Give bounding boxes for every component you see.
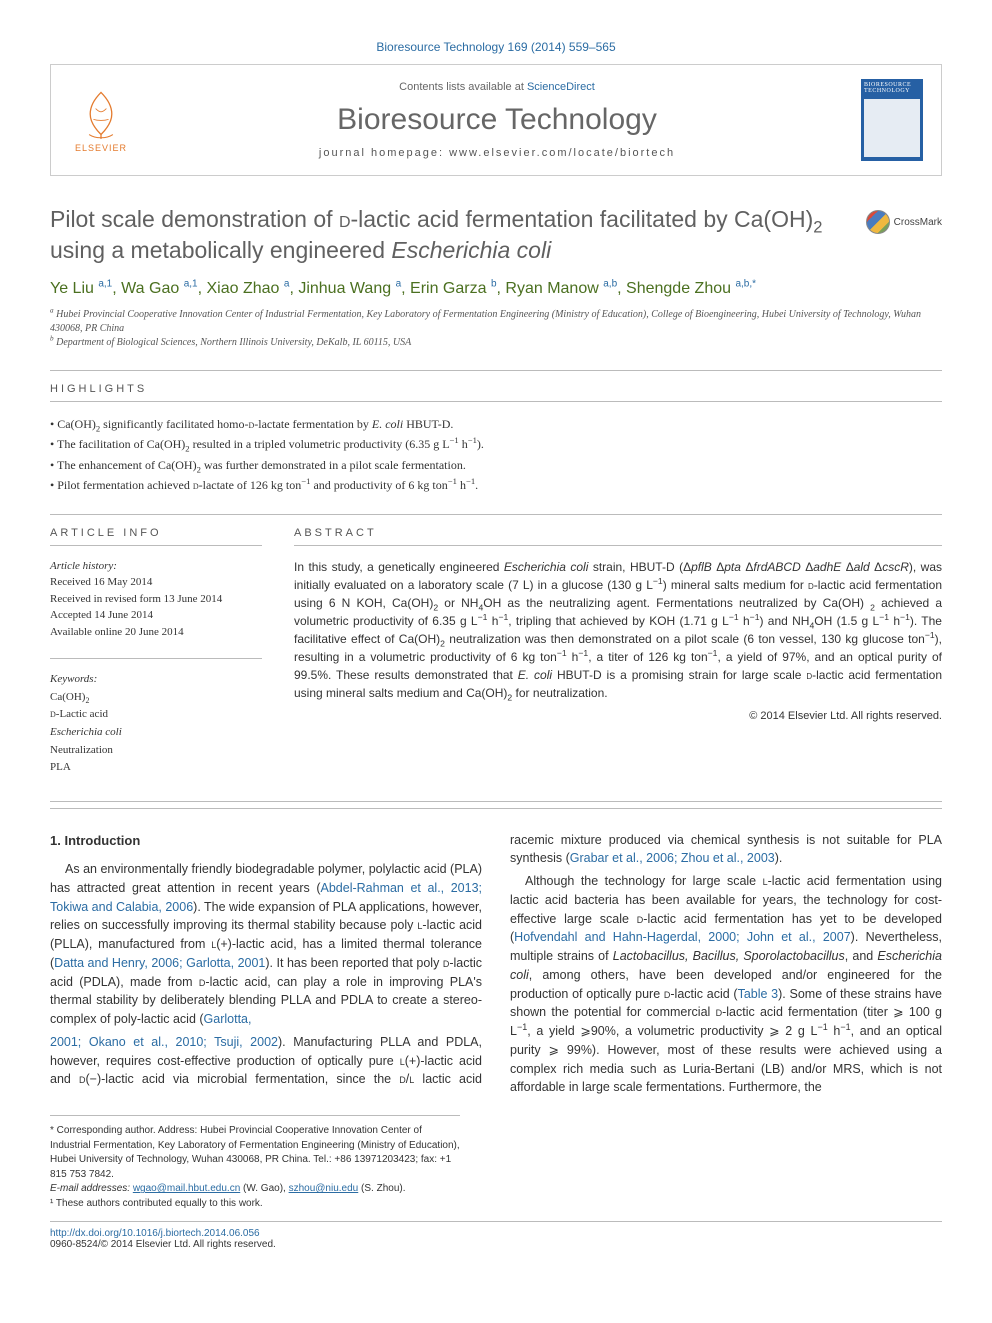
- highlight-item: Pilot fermentation achieved d-lactate of…: [50, 475, 942, 495]
- journal-cover-thumbnail: BIORESOURCE TECHNOLOGY: [861, 79, 923, 161]
- email-link-2[interactable]: szhou@niu.edu: [289, 1183, 359, 1194]
- crossmark-badge[interactable]: CrossMark: [866, 210, 942, 234]
- keyword: Escherichia coli: [50, 724, 262, 742]
- divider: [50, 370, 942, 371]
- section-heading-introduction: 1. Introduction: [50, 831, 482, 851]
- body-paragraph: Although the technology for large scale …: [510, 872, 942, 1097]
- article-history: Article history: Received 16 May 2014Rec…: [50, 558, 262, 641]
- divider: [50, 401, 942, 402]
- doi-link[interactable]: http://dx.doi.org/10.1016/j.biortech.201…: [50, 1228, 260, 1239]
- email-link-1[interactable]: wgao@mail.hbut.edu.cn: [133, 1183, 240, 1194]
- article-info-column: article info Article history: Received 1…: [50, 527, 262, 777]
- history-label: Article history:: [50, 558, 262, 575]
- crossmark-icon: [866, 210, 890, 234]
- history-line: Received 16 May 2014: [50, 574, 262, 591]
- sciencedirect-link[interactable]: ScienceDirect: [527, 81, 595, 93]
- highlight-item: Ca(OH)2 significantly facilitated homo-d…: [50, 414, 942, 434]
- keyword: Ca(OH)2: [50, 689, 262, 707]
- email-name-2: (S. Zhou).: [358, 1183, 405, 1194]
- elsevier-wordmark: ELSEVIER: [75, 143, 127, 153]
- elsevier-logo: ELSEVIER: [69, 84, 133, 156]
- highlights-list: Ca(OH)2 significantly facilitated homo-d…: [50, 414, 942, 496]
- affiliation-a: a Hubei Provincial Cooperative Innovatio…: [50, 308, 942, 336]
- citation-line: Bioresource Technology 169 (2014) 559–56…: [50, 40, 942, 54]
- highlights-heading: highlights: [50, 383, 942, 395]
- affiliations: a Hubei Provincial Cooperative Innovatio…: [50, 308, 942, 350]
- journal-header: ELSEVIER Contents lists available at Sci…: [50, 64, 942, 176]
- author-list: Ye Liu a,1, Wa Gao a,1, Xiao Zhao a, Jin…: [50, 280, 942, 298]
- homepage-label: journal homepage:: [319, 147, 449, 159]
- abstract-column: abstract In this study, a genetically en…: [294, 527, 942, 777]
- affiliation-b: b Department of Biological Sciences, Nor…: [50, 336, 942, 350]
- article-info-heading: article info: [50, 527, 262, 539]
- homepage-url: www.elsevier.com/locate/biortech: [449, 147, 675, 159]
- abstract-text: In this study, a genetically engineered …: [294, 558, 942, 702]
- abstract-heading: abstract: [294, 527, 942, 539]
- email-name-1: (W. Gao),: [240, 1183, 288, 1194]
- history-line: Accepted 14 June 2014: [50, 607, 262, 624]
- divider: [50, 658, 262, 659]
- corresponding-author-note: * Corresponding author. Address: Hubei P…: [50, 1124, 460, 1182]
- divider: [50, 514, 942, 515]
- history-line: Received in revised form 13 June 2014: [50, 591, 262, 608]
- email-label: E-mail addresses:: [50, 1183, 133, 1194]
- highlights-section: highlights Ca(OH)2 significantly facilit…: [50, 383, 942, 496]
- keywords-block: Keywords: Ca(OH)2d-Lactic acidEscherichi…: [50, 671, 262, 777]
- article-title: Pilot scale demonstration of d-lactic ac…: [50, 204, 942, 266]
- journal-name: Bioresource Technology: [133, 103, 861, 137]
- contents-prefix: Contents lists available at: [399, 81, 527, 93]
- email-line: E-mail addresses: wgao@mail.hbut.edu.cn …: [50, 1182, 460, 1197]
- keyword: Neutralization: [50, 742, 262, 760]
- divider: [50, 801, 942, 802]
- journal-homepage-line: journal homepage: www.elsevier.com/locat…: [133, 147, 861, 159]
- divider: [50, 808, 942, 809]
- highlight-item: The enhancement of Ca(OH)2 was further d…: [50, 455, 942, 475]
- elsevier-tree-icon: [74, 87, 128, 141]
- keyword: PLA: [50, 759, 262, 777]
- issn-copyright: 0960-8524/© 2014 Elsevier Ltd. All right…: [50, 1239, 276, 1250]
- keywords-label: Keywords:: [50, 671, 262, 689]
- cover-title: BIORESOURCE TECHNOLOGY: [861, 79, 923, 97]
- history-line: Available online 20 June 2014: [50, 624, 262, 641]
- footnotes: * Corresponding author. Address: Hubei P…: [50, 1115, 460, 1211]
- divider: [294, 545, 942, 546]
- equal-contribution-note: ¹ These authors contributed equally to t…: [50, 1197, 460, 1212]
- body-paragraph: As an environmentally friendly biodegrad…: [50, 860, 482, 1029]
- keyword: d-Lactic acid: [50, 706, 262, 724]
- abstract-copyright: © 2014 Elsevier Ltd. All rights reserved…: [294, 710, 942, 722]
- highlight-item: The facilitation of Ca(OH)2 resulted in …: [50, 434, 942, 454]
- contents-available-line: Contents lists available at ScienceDirec…: [133, 81, 861, 93]
- divider: [50, 545, 262, 546]
- crossmark-label: CrossMark: [894, 217, 942, 228]
- body-text: 1. Introduction As an environmentally fr…: [50, 831, 942, 1098]
- bottom-bar: http://dx.doi.org/10.1016/j.biortech.201…: [50, 1221, 942, 1250]
